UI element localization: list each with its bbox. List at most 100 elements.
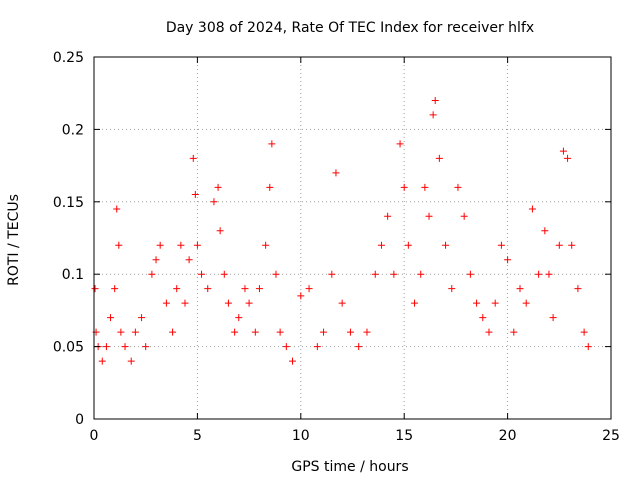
data-point xyxy=(224,299,232,307)
data-point xyxy=(460,212,468,220)
data-point xyxy=(466,270,474,278)
data-point xyxy=(435,154,443,162)
data-point xyxy=(121,343,129,351)
data-point xyxy=(255,285,263,293)
data-point xyxy=(425,212,433,220)
data-point xyxy=(545,270,553,278)
data-point xyxy=(177,241,185,249)
data-point xyxy=(102,343,110,351)
data-point xyxy=(127,357,135,365)
y-tick-label: 0.25 xyxy=(53,50,84,66)
data-point xyxy=(142,343,150,351)
y-tick-label: 0 xyxy=(75,412,84,428)
data-point xyxy=(107,314,115,322)
x-tick-label: 0 xyxy=(90,428,99,444)
data-point xyxy=(429,111,437,119)
data-point xyxy=(262,241,270,249)
x-tick-label: 10 xyxy=(292,428,310,444)
data-point xyxy=(404,241,412,249)
data-point xyxy=(377,241,385,249)
data-point xyxy=(371,270,379,278)
y-tick-label: 0.2 xyxy=(62,122,84,138)
data-point xyxy=(210,198,218,206)
data-point xyxy=(504,256,512,264)
plot-frame xyxy=(93,56,612,420)
data-point xyxy=(473,299,481,307)
data-point xyxy=(541,227,549,235)
data-point xyxy=(152,256,160,264)
data-point xyxy=(91,285,99,293)
chart-title: Day 308 of 2024, Rate Of TEC Index for r… xyxy=(166,20,534,36)
data-point xyxy=(559,147,567,155)
data-point xyxy=(442,241,450,249)
data-point xyxy=(235,314,243,322)
data-point xyxy=(384,212,392,220)
data-point xyxy=(282,343,290,351)
data-point xyxy=(193,241,201,249)
data-point xyxy=(431,96,439,104)
data-point xyxy=(396,140,404,148)
data-point xyxy=(421,183,429,191)
data-point xyxy=(454,183,462,191)
data-point xyxy=(297,292,305,300)
data-point xyxy=(510,328,518,336)
data-point xyxy=(535,270,543,278)
data-point xyxy=(390,270,398,278)
data-point xyxy=(115,241,123,249)
x-tick-label: 20 xyxy=(499,428,517,444)
data-point xyxy=(198,270,206,278)
data-point xyxy=(320,328,328,336)
data-point xyxy=(268,140,276,148)
data-point xyxy=(555,241,563,249)
y-tick-label: 0.15 xyxy=(53,195,84,211)
x-tick-label: 25 xyxy=(602,428,620,444)
data-point xyxy=(148,270,156,278)
data-point xyxy=(113,205,121,213)
data-point xyxy=(497,241,505,249)
data-point xyxy=(491,299,499,307)
data-point xyxy=(204,285,212,293)
x-tick-label: 15 xyxy=(395,428,413,444)
axis-ticks: 0 5 10 15 20 25 0 0.05 0.1 0.15 0.2 0.25 xyxy=(53,50,620,444)
data-point xyxy=(189,154,197,162)
data-point xyxy=(332,169,340,177)
data-point xyxy=(181,299,189,307)
data-point xyxy=(98,357,106,365)
data-point xyxy=(245,299,253,307)
data-point xyxy=(574,285,582,293)
data-point xyxy=(156,241,164,249)
data-point xyxy=(522,299,530,307)
data-point xyxy=(241,285,249,293)
data-point xyxy=(185,256,193,264)
data-point xyxy=(485,328,493,336)
data-point xyxy=(411,299,419,307)
data-point xyxy=(276,328,284,336)
data-point xyxy=(169,328,177,336)
data-point xyxy=(231,328,239,336)
data-point xyxy=(191,191,199,199)
data-point xyxy=(479,314,487,322)
data-point xyxy=(549,314,557,322)
data-point xyxy=(266,183,274,191)
data-point xyxy=(289,357,297,365)
data-point xyxy=(131,328,139,336)
data-point xyxy=(338,299,346,307)
data-point xyxy=(564,154,572,162)
data-point xyxy=(568,241,576,249)
data-point xyxy=(117,328,125,336)
x-tick-label: 5 xyxy=(193,428,202,444)
x-axis-label: GPS time / hours xyxy=(291,459,408,475)
data-point xyxy=(272,270,280,278)
data-point xyxy=(528,205,536,213)
data-point xyxy=(355,343,363,351)
data-point xyxy=(216,227,224,235)
data-point xyxy=(111,285,119,293)
data-point xyxy=(328,270,336,278)
data-point xyxy=(400,183,408,191)
data-point xyxy=(516,285,524,293)
data-point xyxy=(448,285,456,293)
data-point xyxy=(214,183,222,191)
data-point xyxy=(584,343,592,351)
data-point xyxy=(363,328,371,336)
